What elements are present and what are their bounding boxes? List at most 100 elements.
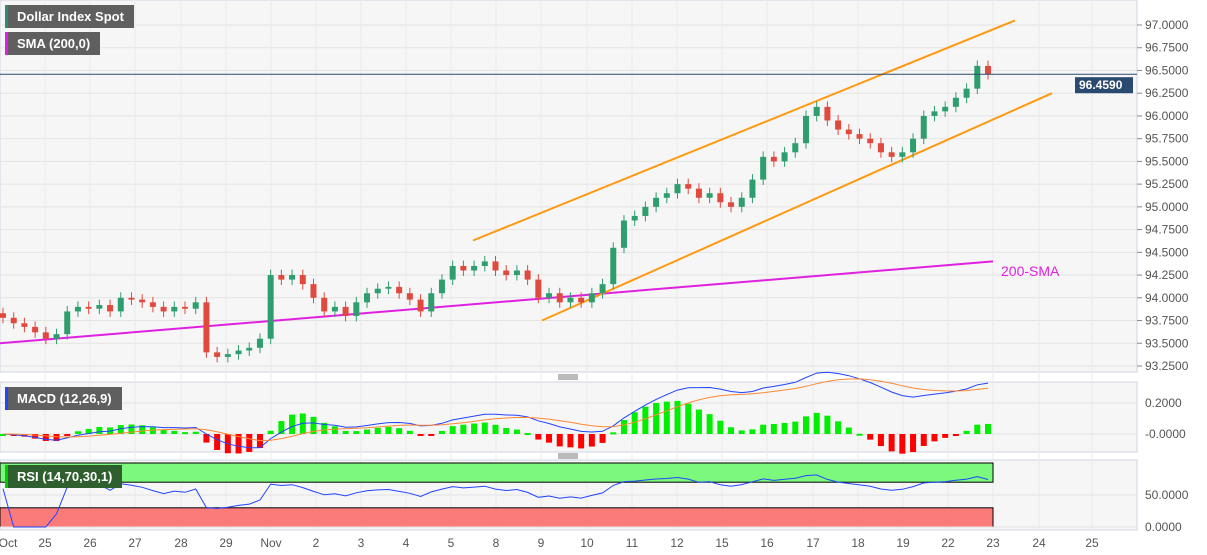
candle-body (203, 302, 210, 353)
macd-histogram-bar (802, 416, 809, 434)
macd-histogram-bar (578, 434, 585, 449)
x-tick-label: 26 (83, 536, 97, 550)
macd-histogram-bar (203, 434, 210, 443)
x-tick-label: Oct (0, 536, 18, 550)
candle-body (192, 302, 199, 309)
candle-body (631, 215, 638, 221)
symbol-legend[interactable]: Dollar Index Spot (5, 5, 134, 28)
macd-histogram-bar (492, 424, 499, 434)
candle-body (653, 197, 660, 207)
candle-body (599, 284, 606, 294)
macd-histogram-bar (385, 426, 392, 434)
candle-body (256, 338, 263, 348)
candle-body (717, 193, 724, 203)
candle-body (74, 306, 81, 312)
macd-histogram-bar (620, 420, 627, 434)
macd-label: MACD (12,26,9) (17, 391, 112, 406)
macd-line (2, 371, 989, 449)
macd-histogram-bar (160, 429, 167, 434)
y-tick-label: 94.2500 (1145, 268, 1189, 282)
candle-body (674, 184, 681, 194)
candle-body (0, 313, 6, 318)
x-tick-label: 12 (670, 536, 684, 550)
macd-histogram-bar (963, 430, 970, 434)
last-price-label: 96.4590 (1079, 78, 1123, 92)
candle-body (364, 293, 371, 303)
x-tick-label: 25 (38, 536, 52, 550)
candle-body (535, 279, 542, 298)
macd-histogram-bar (813, 412, 820, 434)
macd-histogram-bar (246, 434, 253, 452)
macd-histogram-bar (824, 415, 831, 434)
candle-body (235, 350, 242, 355)
channel-upper-line (472, 19, 1016, 242)
candle-body (663, 193, 670, 198)
macd-histogram-bar (513, 429, 520, 434)
candle-body (578, 297, 585, 303)
y-tick-label: 96.7500 (1145, 41, 1189, 55)
macd-histogram-bar (192, 431, 199, 434)
y-tick-label: 94.7500 (1145, 223, 1189, 237)
candle-body (845, 129, 852, 135)
candle-body (813, 106, 820, 116)
macd-legend[interactable]: MACD (12,26,9) (5, 387, 122, 410)
rsi-oversold-zone (0, 507, 994, 528)
macd-histogram-bar (438, 430, 445, 434)
macd-histogram-bar (364, 429, 371, 434)
macd-histogram-bar (674, 400, 681, 434)
candle-body (685, 184, 692, 189)
candle-body (149, 302, 156, 307)
symbol-label: Dollar Index Spot (17, 9, 124, 24)
macd-histogram-bar (331, 426, 338, 434)
candle-body (214, 352, 221, 357)
macd-histogram-bar (149, 427, 156, 434)
candle-body (21, 323, 28, 327)
candle-body (802, 115, 809, 144)
candle-body (438, 279, 445, 294)
macd-histogram-bar (128, 424, 135, 434)
macd-histogram-bar (663, 401, 670, 434)
candle-body (824, 106, 831, 121)
candle-body (695, 188, 702, 198)
candle-body (182, 306, 189, 309)
rsi-label: RSI (14,70,30,1) (17, 469, 113, 484)
macd-histogram-bar (685, 403, 692, 434)
candle-body (760, 156, 767, 180)
macd-histogram-bar (374, 427, 381, 434)
y-tick-label: 95.7500 (1145, 132, 1189, 146)
candle-body (246, 347, 253, 351)
x-tick-label: 5 (448, 536, 455, 550)
candle-body (64, 311, 71, 335)
macd-histogram-bar (899, 434, 906, 454)
macd-histogram-bar (417, 434, 424, 436)
last-price-tag (1075, 77, 1133, 94)
rsi-legend[interactable]: RSI (14,70,30,1) (5, 465, 123, 488)
candle-body (963, 88, 970, 98)
macd-histogram-bar (856, 433, 863, 436)
candle-body (406, 293, 413, 300)
macd-histogram-bar (342, 430, 349, 434)
candle-body (931, 111, 938, 116)
sma-legend[interactable]: SMA (200,0) (5, 32, 101, 55)
macd-histogram-bar (770, 424, 777, 434)
macd-histogram-bar (289, 414, 296, 434)
macd-histogram-bar (310, 416, 317, 434)
macd-histogram-bar (503, 427, 510, 434)
candle-body (556, 293, 563, 303)
macd-histogram-bar (920, 434, 927, 446)
x-tick-label: 25 (1085, 536, 1099, 550)
candle-body (974, 65, 981, 89)
channel-lower-line (541, 92, 1053, 322)
x-tick-label: 4 (403, 536, 410, 550)
y-tick-label: 96.0000 (1145, 109, 1189, 123)
macd-histogram-bar (942, 434, 949, 438)
macd-histogram-bar (610, 432, 617, 435)
x-tick-label: 17 (806, 536, 820, 550)
candle-body (749, 179, 756, 198)
candle-body (610, 247, 617, 285)
x-tick-label: Nov (260, 536, 281, 550)
candle-body (920, 115, 927, 139)
x-tick-label: 23 (986, 536, 1000, 550)
macd-histogram-bar (96, 426, 103, 434)
